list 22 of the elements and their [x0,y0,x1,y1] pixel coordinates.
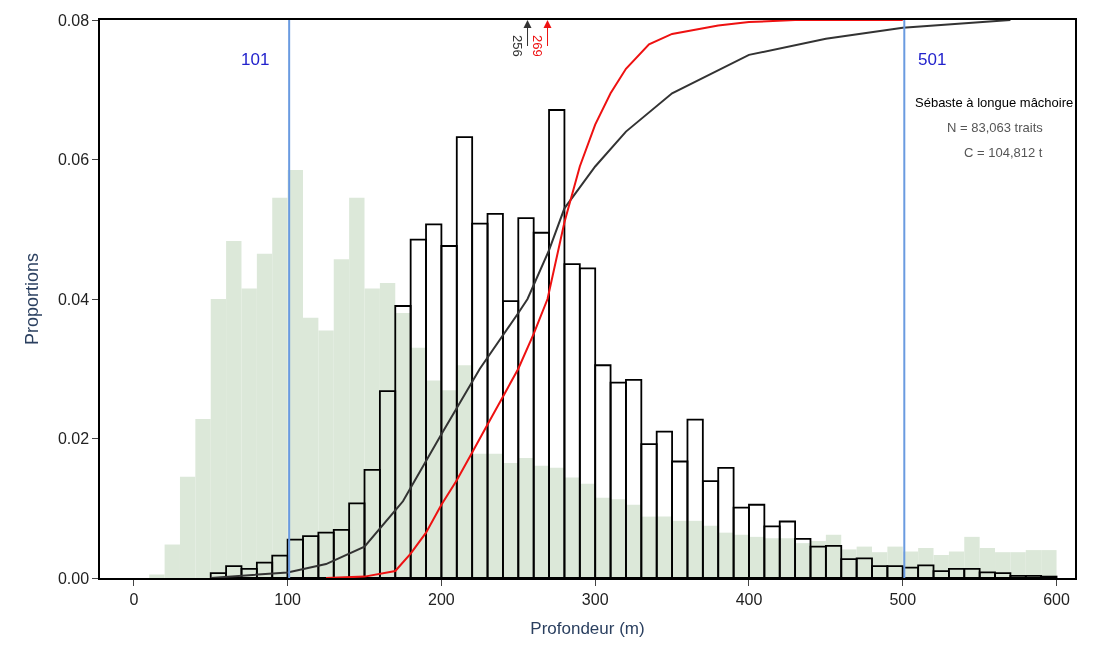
x-tick-label: 0 [129,590,139,608]
y-tick-label: 0.02 [57,430,90,448]
x-tick-label: 500 [889,590,917,608]
line-series [325,20,904,578]
ref-line-label: 501 [918,50,947,69]
annotation: N = 83,063 traits [947,120,1044,135]
x-tick-label: 100 [274,590,302,608]
annotation: C = 104,812 t [964,145,1043,160]
y-axis-title: Proportions [21,252,42,346]
y-tick-label: 0.04 [57,290,90,308]
annotation: 269 [530,34,546,57]
y-tick-label: 0.06 [57,151,90,169]
x-axis-title: Profondeur (m) [530,618,645,638]
ref-line-label: 101 [241,50,270,69]
x-tick-label: 400 [735,590,763,608]
x-tick-label: 600 [1043,590,1070,608]
annotation: 256 [510,34,526,57]
y-tick-label: 0.00 [57,569,90,587]
annotation: Sébaste à longue mâchoire [915,95,1074,110]
x-tick-label: 200 [428,590,455,608]
y-tick-label: 0.08 [57,11,90,29]
x-tick-label: 300 [581,590,609,608]
